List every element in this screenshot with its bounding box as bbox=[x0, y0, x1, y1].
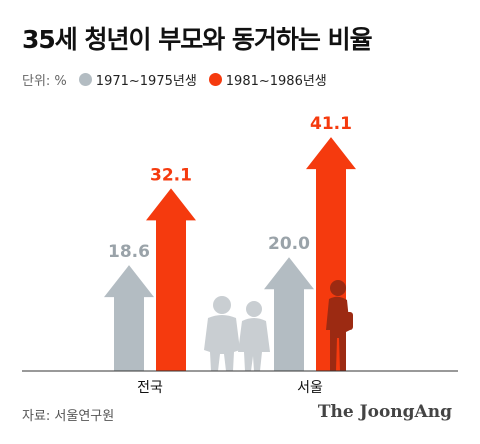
bar-series-2-national bbox=[146, 188, 196, 371]
legend-entry-series-1: 1971~1975년생 bbox=[78, 70, 197, 89]
parent-silhouette-man bbox=[204, 296, 240, 371]
legend-label-series-2: 1981~1986년생 bbox=[225, 73, 327, 89]
bar-series-1-seoul bbox=[264, 257, 314, 371]
category-label-national: 전국 bbox=[137, 380, 163, 396]
source-note: 자료: 서울연구원 bbox=[22, 409, 115, 424]
chart-title: 35세 청년이 부모와 동거하는 비율 bbox=[22, 25, 373, 54]
legend-swatch-series-2 bbox=[208, 72, 222, 86]
legend-entry-series-2: 1981~1986년생 bbox=[208, 70, 327, 89]
legend: 단위: % 1971~1975년생 1981~1986년생 bbox=[22, 70, 339, 89]
people-silhouettes bbox=[204, 280, 353, 371]
legend-swatch-series-1 bbox=[78, 72, 92, 86]
legend-label-series-1: 1971~1975년생 bbox=[95, 73, 197, 89]
category-label-seoul: 서울 bbox=[297, 380, 323, 396]
parent-silhouette-woman bbox=[238, 301, 270, 371]
bar-series-1-national bbox=[104, 265, 154, 371]
value-label-series-2-seoul: 41.1 bbox=[310, 114, 352, 134]
value-label-series-1-national: 18.6 bbox=[108, 242, 150, 262]
value-label-series-1-seoul: 20.0 bbox=[268, 234, 310, 254]
unit-label: 단위: % bbox=[22, 73, 67, 89]
publisher-logo: The JoongAng bbox=[317, 402, 452, 422]
value-label-series-2-national: 32.1 bbox=[150, 165, 192, 185]
young-adult-silhouette bbox=[326, 280, 353, 371]
